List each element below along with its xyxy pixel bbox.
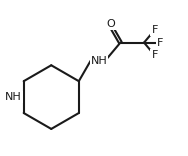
Text: O: O xyxy=(106,19,115,29)
Text: NH: NH xyxy=(5,92,22,102)
Text: F: F xyxy=(151,25,158,35)
Text: NH: NH xyxy=(90,56,107,66)
Text: F: F xyxy=(151,50,158,60)
Text: F: F xyxy=(157,38,164,48)
